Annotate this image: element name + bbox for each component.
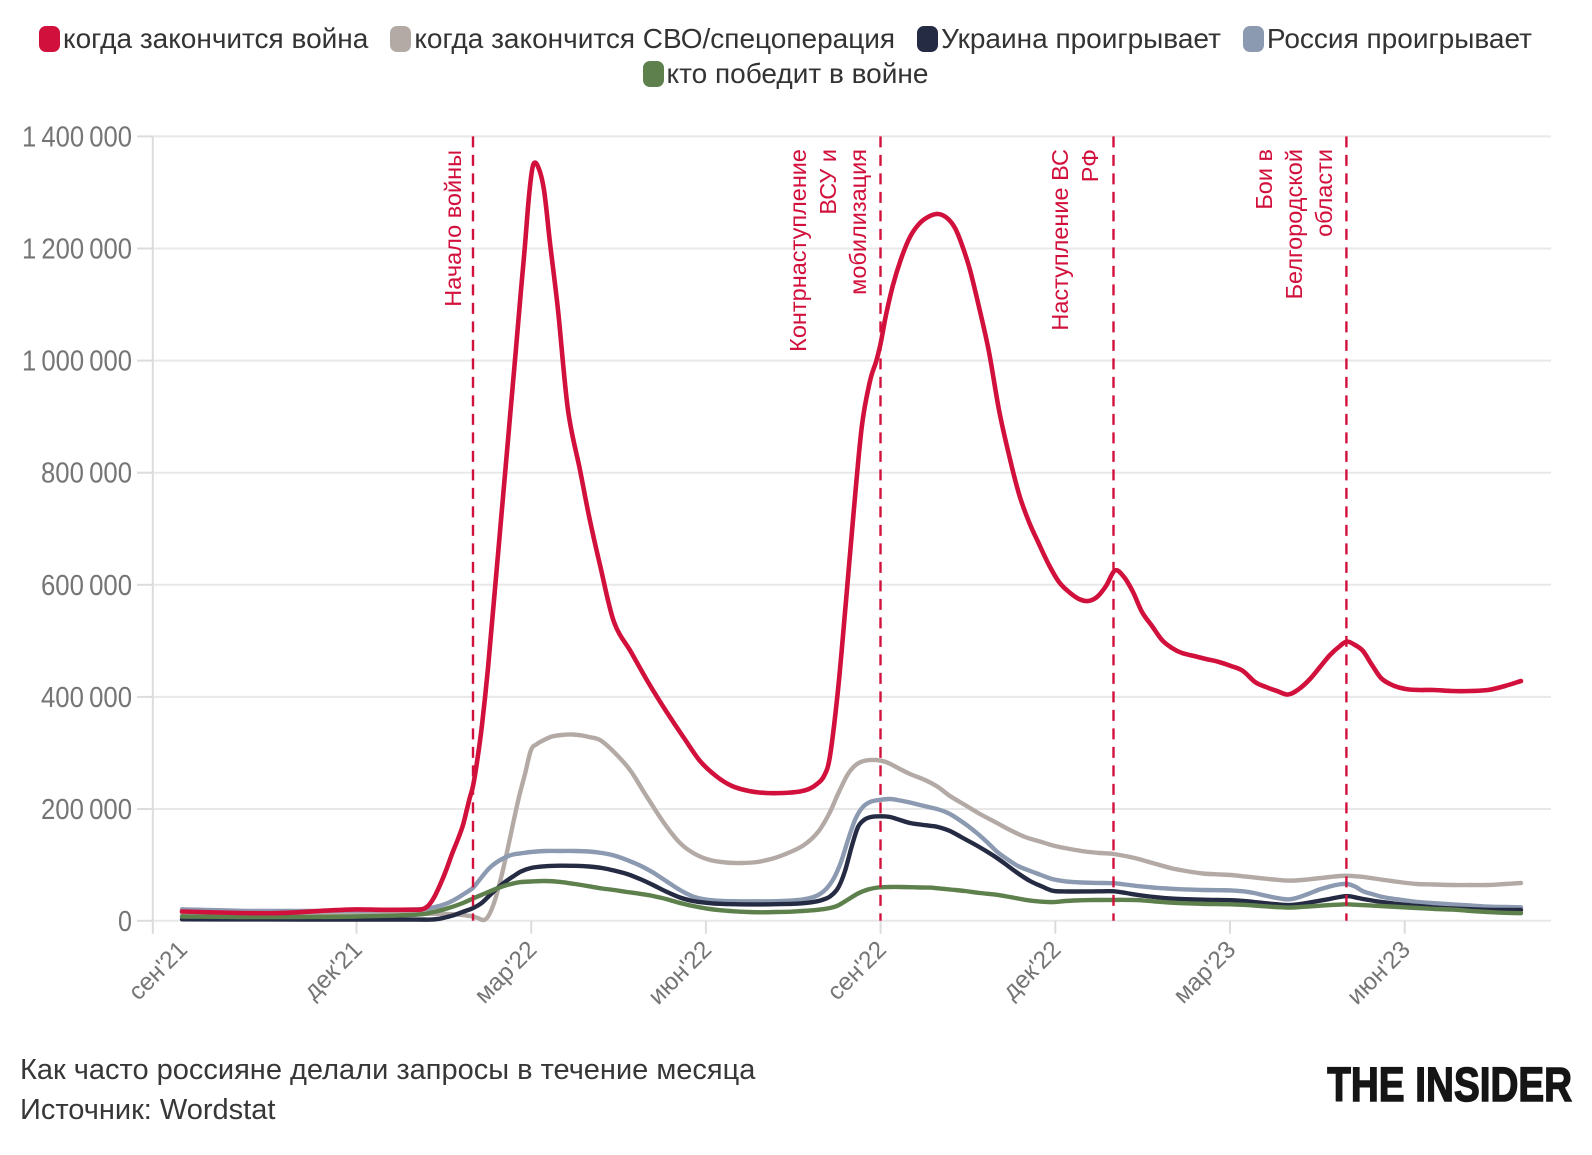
svg-text:области: области	[1311, 149, 1337, 237]
svg-text:0: 0	[118, 906, 132, 938]
svg-text:600 000: 600 000	[41, 570, 132, 602]
svg-text:мар'23: мар'23	[1168, 936, 1241, 1009]
svg-text:июн'22: июн'22	[643, 936, 717, 1010]
svg-text:РФ: РФ	[1077, 149, 1103, 182]
svg-text:Наступление ВС: Наступление ВС	[1047, 149, 1073, 331]
svg-text:Начало войны: Начало войны	[440, 150, 466, 307]
svg-text:дек'21: дек'21	[299, 936, 368, 1005]
svg-text:июн'23: июн'23	[1342, 936, 1416, 1010]
svg-text:сен'22: сен'22	[822, 936, 892, 1006]
svg-text:1 400 000: 1 400 000	[22, 121, 132, 153]
svg-text:мобилизация: мобилизация	[845, 149, 871, 295]
svg-text:Бои в: Бои в	[1251, 149, 1277, 210]
svg-text:800 000: 800 000	[41, 458, 132, 490]
svg-text:400 000: 400 000	[41, 682, 132, 714]
svg-text:ВСУ и: ВСУ и	[815, 149, 841, 215]
svg-text:мар'22: мар'22	[470, 936, 543, 1009]
svg-text:Белгородской: Белгородской	[1281, 149, 1307, 299]
svg-text:дек'22: дек'22	[998, 936, 1067, 1005]
svg-text:1 200 000: 1 200 000	[22, 234, 132, 266]
svg-text:200 000: 200 000	[41, 794, 132, 826]
svg-text:Контрнаступление: Контрнаступление	[785, 149, 811, 352]
svg-text:1 000 000: 1 000 000	[22, 346, 132, 378]
svg-text:сен'21: сен'21	[124, 936, 194, 1006]
